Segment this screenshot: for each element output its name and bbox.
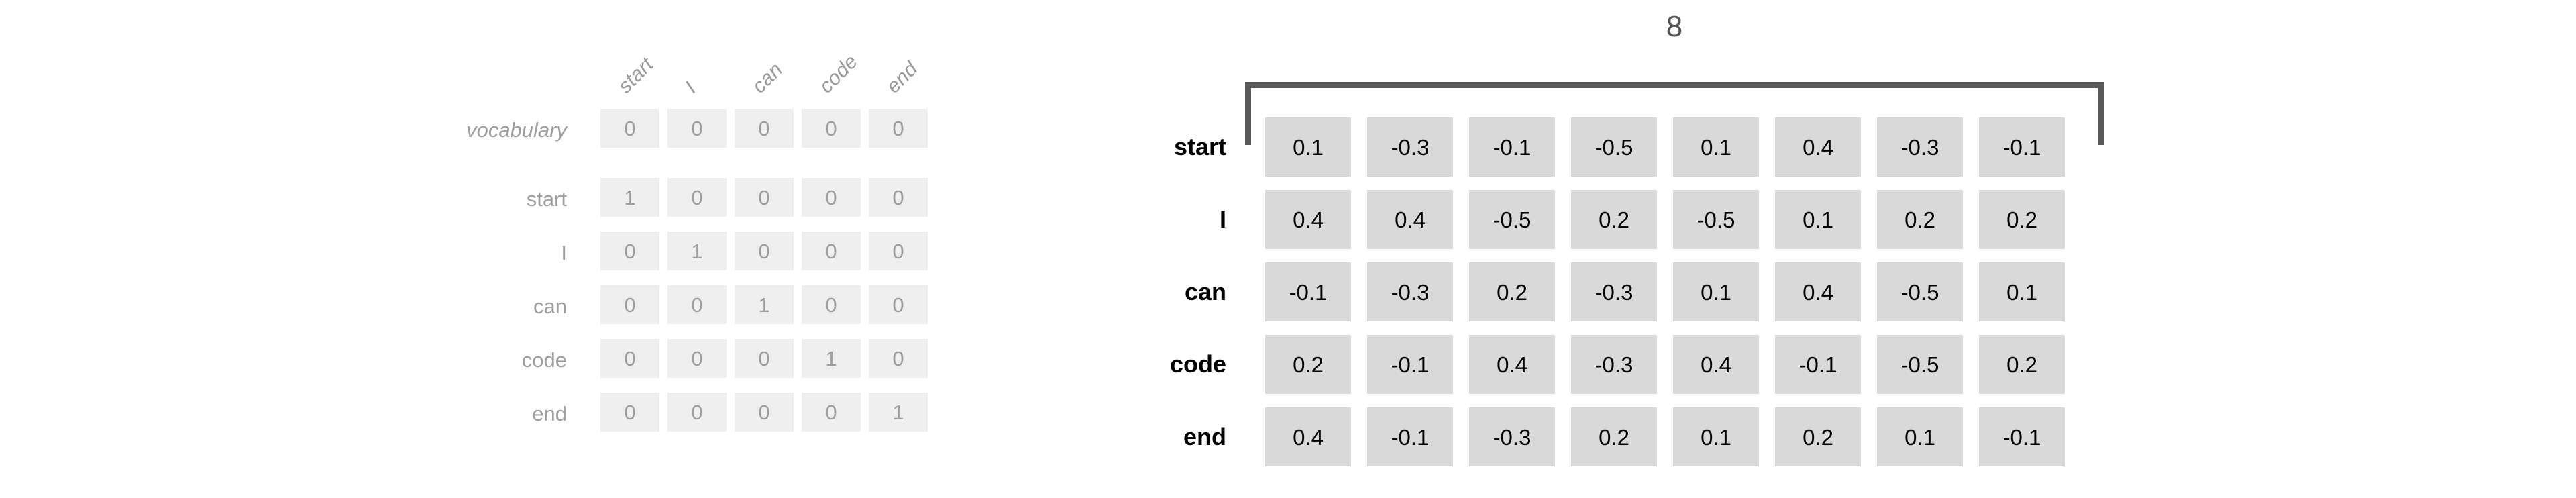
left-column-header-end: end: [881, 57, 922, 98]
right-cell-r3-c3: -0.3: [1571, 335, 1657, 394]
left-cell-r0-c4: 0: [869, 178, 928, 217]
right-cell-r1-c5: 0.1: [1775, 190, 1861, 249]
left-cell-r0-c3: 0: [802, 178, 861, 217]
left-cell-r2-c0: 0: [600, 285, 659, 324]
left-cell-r3-c1: 0: [667, 339, 727, 378]
right-cell-r4-c0: 0.4: [1265, 407, 1351, 466]
left-cell-r4-c3: 0: [802, 393, 861, 432]
left-cell-vocabulary-2: 0: [735, 109, 794, 148]
right-cell-r3-c7: 0.2: [1979, 335, 2065, 394]
right-cell-r4-c7: -0.1: [1979, 407, 2065, 466]
right-cell-r0-c3: -0.5: [1571, 117, 1657, 177]
right-cell-r0-c5: 0.4: [1775, 117, 1861, 177]
left-cell-r3-c0: 0: [600, 339, 659, 378]
left-cell-r1-c4: 0: [869, 232, 928, 270]
left-cell-r0-c1: 0: [667, 178, 727, 217]
right-cell-r2-c3: -0.3: [1571, 262, 1657, 321]
left-cell-r3-c4: 0: [869, 339, 928, 378]
left-row-label-vocabulary: vocabulary: [466, 118, 567, 142]
left-cell-r2-c1: 0: [667, 285, 727, 324]
right-cell-r2-c5: 0.4: [1775, 262, 1861, 321]
right-cell-r2-c0: -0.1: [1265, 262, 1351, 321]
left-row-label-end: end: [532, 402, 567, 426]
right-row-label-end: end: [1183, 423, 1226, 450]
left-column-header-can: can: [747, 58, 788, 98]
left-cell-r2-c2: 1: [735, 285, 794, 324]
right-cell-r2-c7: 0.1: [1979, 262, 2065, 321]
right-cell-r4-c1: -0.1: [1367, 407, 1453, 466]
right-cell-r3-c0: 0.2: [1265, 335, 1351, 394]
right-cell-r4-c3: 0.2: [1571, 407, 1657, 466]
left-cell-r2-c3: 0: [802, 285, 861, 324]
embedding-dimension-bracket: [1245, 82, 2104, 145]
left-cell-vocabulary-4: 0: [869, 109, 928, 148]
right-cell-r0-c1: -0.3: [1367, 117, 1453, 177]
right-row-label-i: I: [1219, 205, 1226, 233]
right-cell-r1-c7: 0.2: [1979, 190, 2065, 249]
left-cell-r0-c2: 0: [735, 178, 794, 217]
embedding-dimension-label: 8: [1666, 10, 1683, 43]
left-row-label-code: code: [521, 348, 567, 372]
left-column-header-start: start: [613, 53, 658, 98]
right-cell-r3-c2: 0.4: [1469, 335, 1555, 394]
left-row-label-can: can: [533, 295, 567, 318]
one-hot-matrix-panel: start I can code end vocabulary 0 0 0 0 …: [0, 0, 1006, 498]
left-cell-vocabulary-3: 0: [802, 109, 861, 148]
left-cell-vocabulary-0: 0: [600, 109, 659, 148]
right-cell-r1-c0: 0.4: [1265, 190, 1351, 249]
right-cell-r0-c4: 0.1: [1673, 117, 1759, 177]
right-cell-r3-c4: 0.4: [1673, 335, 1759, 394]
right-cell-r2-c6: -0.5: [1877, 262, 1963, 321]
left-column-header-i: I: [680, 77, 701, 98]
right-cell-r4-c6: 0.1: [1877, 407, 1963, 466]
left-cell-r3-c3: 1: [802, 339, 861, 378]
right-cell-r3-c1: -0.1: [1367, 335, 1453, 394]
left-cell-r0-c0: 1: [600, 178, 659, 217]
right-cell-r2-c2: 0.2: [1469, 262, 1555, 321]
left-cell-r1-c0: 0: [600, 232, 659, 270]
right-row-label-code: code: [1169, 350, 1226, 378]
right-cell-r4-c5: 0.2: [1775, 407, 1861, 466]
right-cell-r4-c4: 0.1: [1673, 407, 1759, 466]
right-cell-r4-c2: -0.3: [1469, 407, 1555, 466]
right-cell-r0-c2: -0.1: [1469, 117, 1555, 177]
right-cell-r3-c6: -0.5: [1877, 335, 1963, 394]
right-cell-r0-c7: -0.1: [1979, 117, 2065, 177]
left-column-header-code: code: [814, 50, 863, 98]
left-row-label-i: I: [561, 241, 567, 264]
right-cell-r2-c4: 0.1: [1673, 262, 1759, 321]
left-cell-r1-c3: 0: [802, 232, 861, 270]
right-cell-r1-c4: -0.5: [1673, 190, 1759, 249]
left-cell-r4-c4: 1: [869, 393, 928, 432]
left-cell-vocabulary-1: 0: [667, 109, 727, 148]
left-cell-r1-c2: 0: [735, 232, 794, 270]
right-cell-r0-c6: -0.3: [1877, 117, 1963, 177]
right-row-label-start: start: [1173, 133, 1226, 160]
left-cell-r1-c1: 1: [667, 232, 727, 270]
left-cell-r3-c2: 0: [735, 339, 794, 378]
right-cell-r1-c3: 0.2: [1571, 190, 1657, 249]
right-cell-r0-c0: 0.1: [1265, 117, 1351, 177]
embedding-matrix-panel: 8 start 0.1 -0.3 -0.1 -0.5 0.1 0.4 -0.3 …: [1046, 0, 2576, 498]
right-row-label-can: can: [1184, 278, 1226, 305]
left-cell-r2-c4: 0: [869, 285, 928, 324]
left-cell-r4-c0: 0: [600, 393, 659, 432]
right-cell-r2-c1: -0.3: [1367, 262, 1453, 321]
right-cell-r3-c5: -0.1: [1775, 335, 1861, 394]
right-cell-r1-c1: 0.4: [1367, 190, 1453, 249]
left-cell-r4-c1: 0: [667, 393, 727, 432]
right-cell-r1-c6: 0.2: [1877, 190, 1963, 249]
left-column-header-row: start I can code end: [600, 0, 976, 101]
left-cell-r4-c2: 0: [735, 393, 794, 432]
right-cell-r1-c2: -0.5: [1469, 190, 1555, 249]
left-row-label-start: start: [526, 187, 567, 211]
